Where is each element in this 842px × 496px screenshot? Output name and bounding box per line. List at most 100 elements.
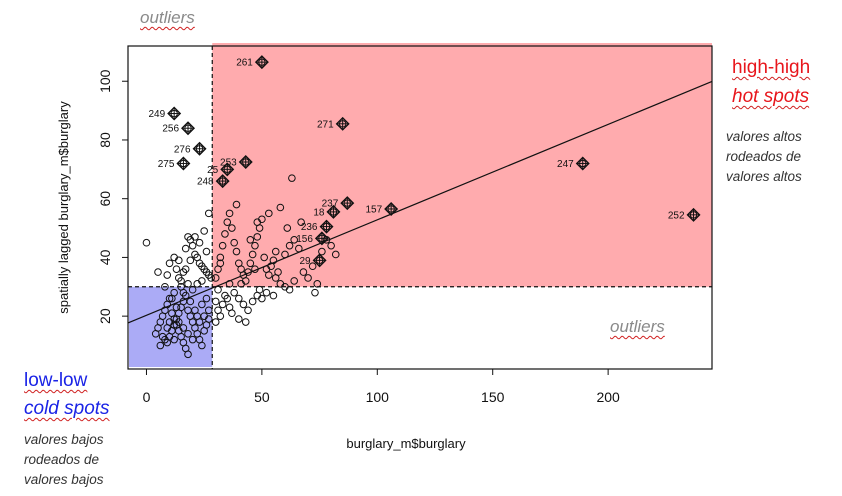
point-label: 25 (207, 165, 219, 176)
data-point (218, 300, 227, 309)
data-point (179, 324, 188, 332)
hot-note-line-1: valores altos (726, 129, 802, 144)
data-point (230, 288, 238, 297)
data-point (251, 241, 259, 250)
data-point (255, 285, 264, 294)
data-point (184, 350, 192, 359)
data-point (142, 238, 151, 247)
data-point (232, 247, 241, 256)
data-point (258, 294, 266, 303)
data-point (202, 294, 211, 303)
data-point (195, 318, 204, 326)
cold-note-line-2: rodeados de (24, 452, 100, 467)
data-point (244, 306, 252, 315)
data-point (216, 312, 225, 320)
point-label: 29 (299, 256, 311, 267)
data-point (311, 288, 319, 297)
x-axis-title: burglary_m$burglary (346, 436, 466, 451)
data-point (156, 341, 165, 350)
high-high-label: high-high (732, 57, 811, 78)
x-tick-label: 200 (596, 389, 620, 405)
data-point (191, 233, 199, 241)
data-point (174, 318, 183, 326)
data-point (283, 224, 292, 232)
point-label: 252 (668, 210, 685, 221)
data-point (285, 241, 294, 250)
cold-spots-note: valores bajos rodeados de valores bajos (24, 430, 104, 490)
high-high-quadrant (212, 43, 712, 287)
data-point (274, 268, 282, 276)
data-point (165, 318, 174, 326)
data-point (230, 238, 238, 247)
data-point (239, 300, 248, 309)
data-point (223, 218, 232, 226)
outliers-bottom-label: outliers (610, 317, 665, 336)
y-axis-title: spatially lagged burglary_m$burglary (56, 101, 71, 314)
data-point (276, 203, 285, 212)
data-point (198, 341, 206, 350)
data-point (290, 277, 298, 285)
data-point (253, 218, 262, 226)
data-point (290, 236, 298, 244)
data-point (172, 303, 181, 312)
data-point (216, 253, 225, 262)
data-point (174, 256, 183, 265)
data-point (168, 294, 176, 303)
data-point (195, 238, 204, 247)
cold-note-line-1: valores bajos (24, 432, 104, 447)
y-tick-label: 40 (97, 249, 113, 265)
data-point (269, 291, 278, 300)
data-point (161, 282, 169, 291)
point-label: 249 (148, 109, 165, 120)
data-point (262, 288, 271, 297)
data-point (218, 241, 227, 250)
y-tick-label: 20 (97, 308, 113, 324)
y-tick-label: 80 (97, 132, 113, 148)
point-label: 156 (296, 234, 313, 245)
data-point (172, 265, 181, 273)
point-label: 253 (220, 157, 237, 168)
hot-note-line-3: valores altos (726, 169, 802, 184)
point-label: 276 (174, 144, 191, 155)
data-point (232, 200, 241, 209)
data-point (214, 285, 222, 294)
data-point (177, 277, 185, 285)
data-point (170, 335, 178, 344)
point-label: 236 (301, 222, 318, 233)
data-point (186, 256, 195, 265)
data-point (154, 268, 162, 276)
data-point (204, 306, 213, 315)
data-point (271, 247, 280, 256)
point-label: 18 (313, 207, 325, 218)
cold-note-line-3: valores bajos (24, 472, 104, 487)
outliers-top-label: outliers (140, 8, 195, 27)
data-point (269, 256, 278, 265)
x-tick-label: 0 (143, 389, 151, 405)
data-point (163, 271, 172, 279)
x-tick-label: 100 (366, 389, 390, 405)
x-tick-label: 50 (254, 389, 270, 405)
data-point (191, 306, 199, 315)
point-label: 237 (322, 199, 339, 210)
data-point (193, 280, 202, 288)
data-point (265, 271, 273, 279)
data-point (221, 230, 229, 238)
data-point (211, 297, 220, 306)
data-point (241, 318, 250, 326)
data-point (200, 227, 208, 235)
data-point (216, 259, 225, 268)
data-point (184, 329, 192, 338)
data-point (327, 241, 335, 250)
plot-frame (127, 45, 713, 370)
hot-spots-label: hot spots (732, 86, 810, 107)
y-tick-label: 60 (97, 191, 113, 207)
data-point (165, 294, 174, 303)
data-point (318, 247, 326, 256)
point-label: 261 (236, 58, 253, 69)
data-point (204, 209, 213, 218)
cold-spots-label: cold spots (24, 398, 110, 419)
data-point (265, 209, 273, 218)
data-point (331, 250, 340, 259)
data-point (228, 309, 236, 318)
